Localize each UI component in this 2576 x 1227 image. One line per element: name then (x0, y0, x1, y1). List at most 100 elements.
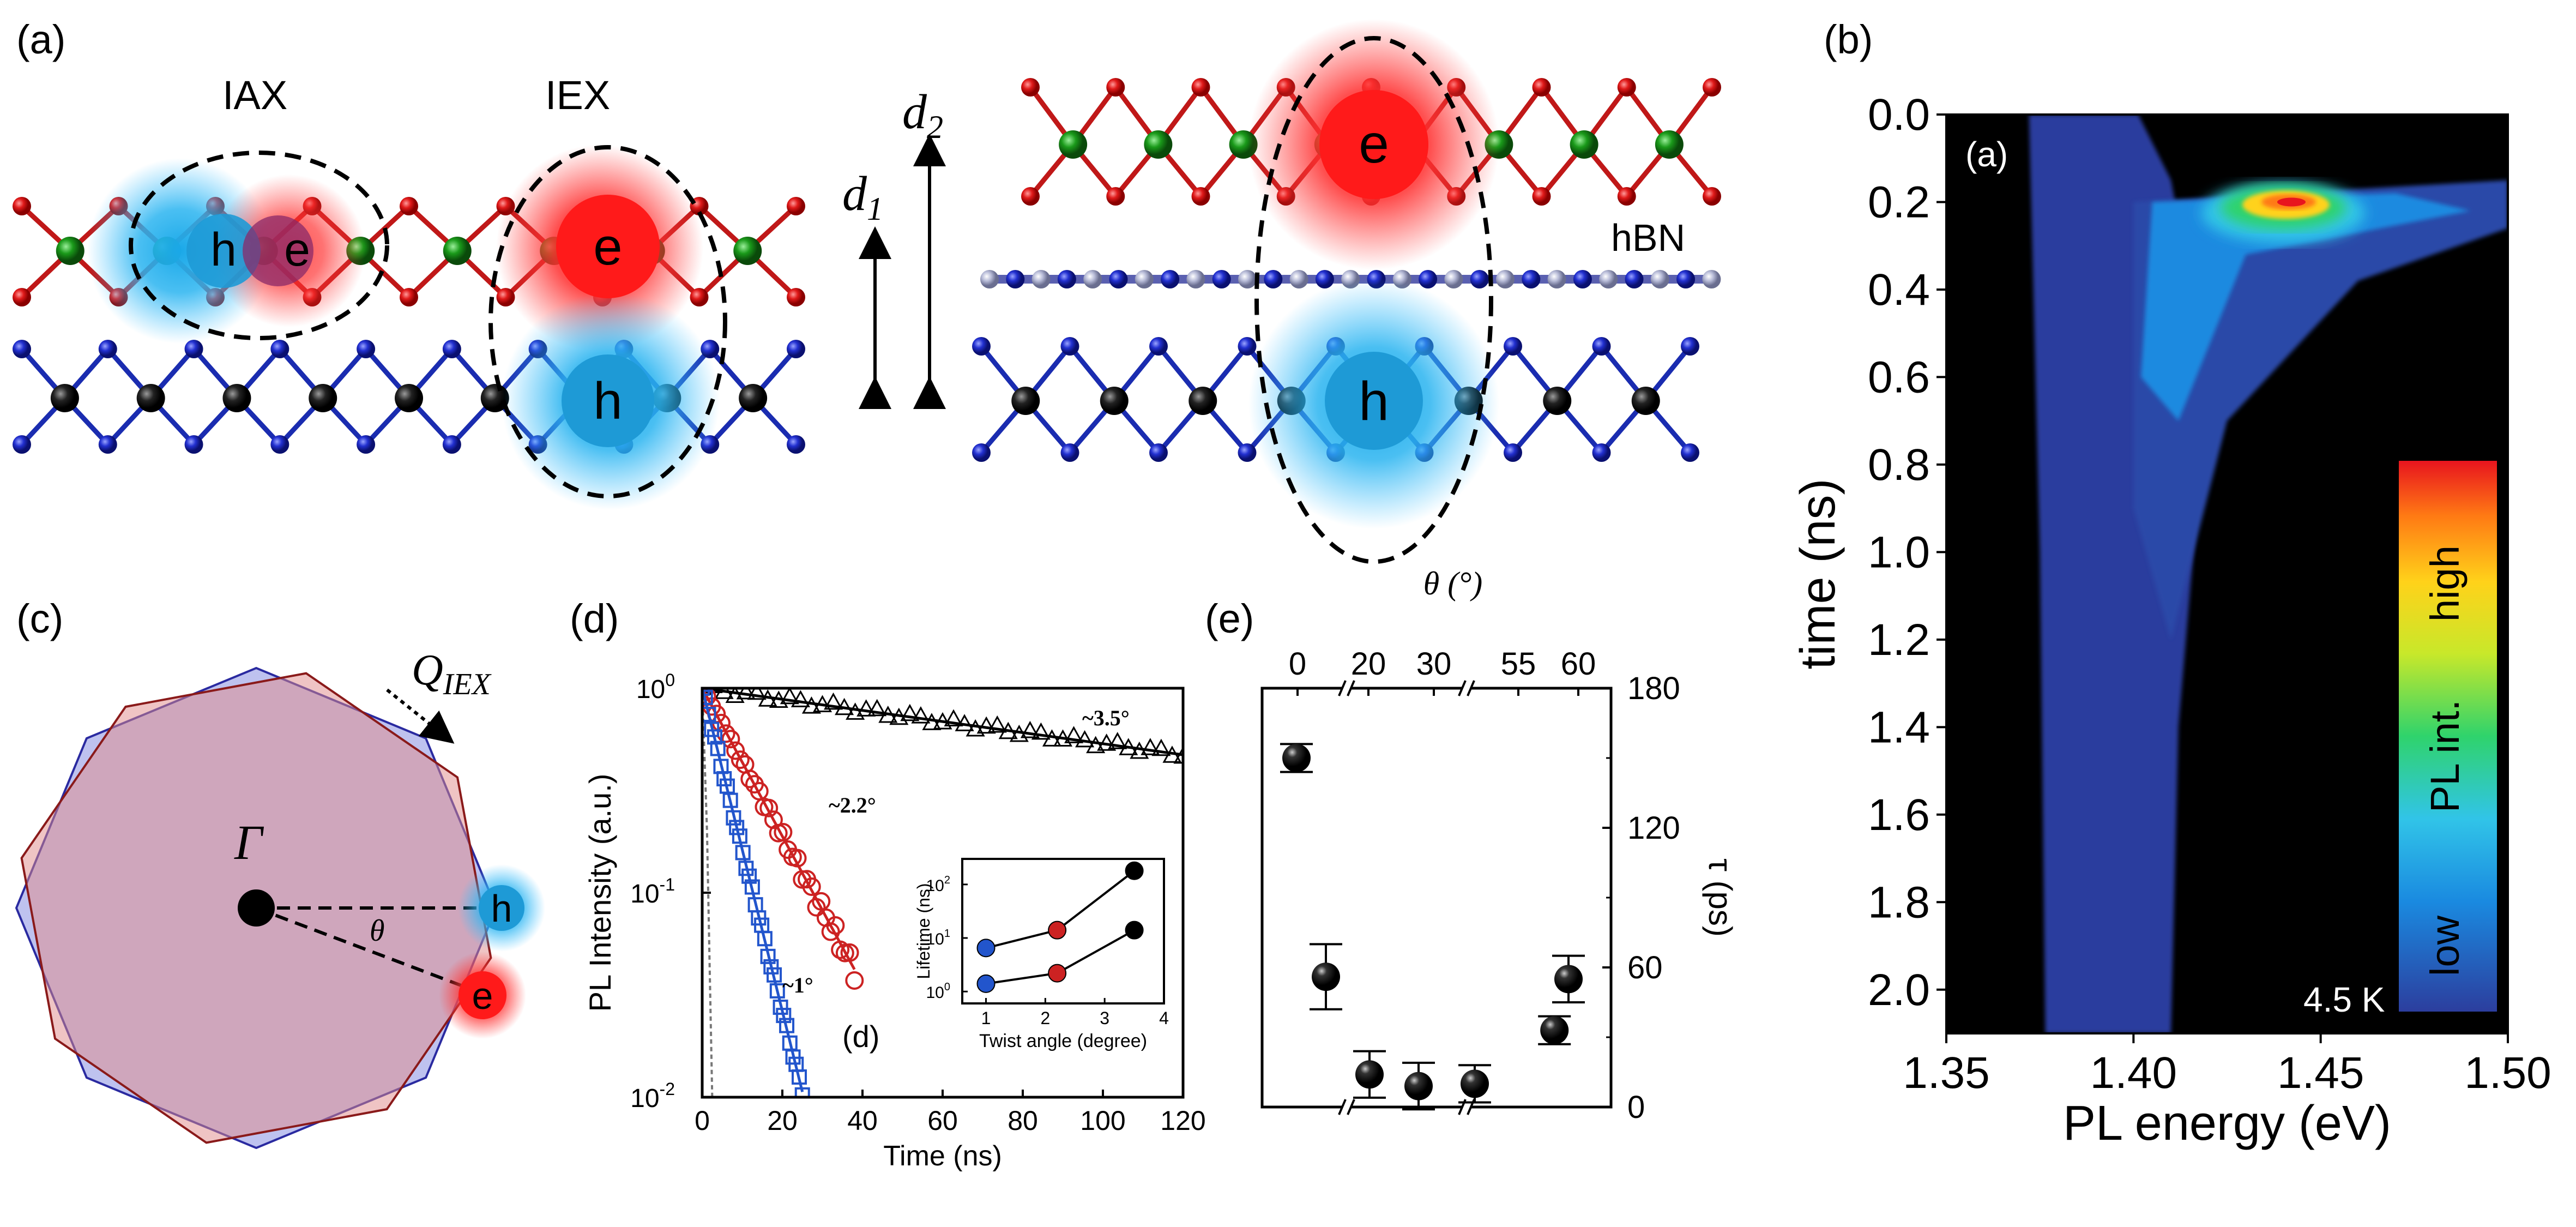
metal-atom (1100, 387, 1129, 415)
x-tick-label: 120 (1160, 1105, 1205, 1136)
chalcogen-atom (1238, 443, 1257, 462)
data-point (740, 769, 759, 789)
inset-point (1125, 861, 1144, 880)
hbn-atom (1212, 270, 1231, 288)
x-tick-label: 0 (695, 1105, 710, 1136)
data-point (764, 810, 783, 829)
chalcogen-atom (357, 435, 376, 454)
data-point (707, 729, 722, 745)
metal-atom (395, 384, 423, 412)
data-point (867, 699, 887, 717)
chalcogen-atom (1106, 78, 1125, 97)
hbn-atom (1057, 270, 1076, 288)
y-tick-label: 0.4 (1868, 265, 1930, 315)
chalcogen-atom (690, 288, 709, 306)
y-tick-label: 1.0 (1868, 527, 1930, 577)
y-tick-label: 0.6 (1868, 352, 1930, 402)
chalcogen-atom (357, 340, 376, 358)
chalcogen-atom (1238, 337, 1257, 356)
chalcogen-atom (1504, 337, 1522, 356)
x-tick-label: 40 (847, 1105, 878, 1136)
axis-break-mark (1338, 1099, 1347, 1115)
chalcogen-atom (1532, 78, 1551, 97)
d1-label: d1 (842, 167, 883, 227)
hole-label: h (491, 887, 512, 930)
data-point (747, 688, 767, 700)
metal-atom (1655, 130, 1684, 159)
chalcogen-atom (1106, 187, 1125, 206)
series-0 (702, 688, 1183, 764)
metal-atom (1011, 387, 1040, 415)
x-tick-label: 1.40 (2090, 1048, 2177, 1098)
data-point (1031, 722, 1051, 740)
hbn-atom (1702, 270, 1721, 288)
y-tick-label: 2.0 (1868, 965, 1930, 1015)
hbn-atom (1161, 270, 1180, 288)
panel-d: (d) ~3.5° ~2.2° ~1° 0 20 40 60 80 100 120 100 10-1 1… (570, 596, 1206, 1172)
y-tick-label: 0.8 (1868, 440, 1930, 490)
data-point (1162, 745, 1182, 763)
inset-point (976, 974, 996, 993)
x-axis-label: Time (ns) (883, 1140, 1002, 1172)
data-point (726, 741, 745, 760)
colorbar-low: low (2422, 915, 2468, 976)
x-axis-label: PL energy (eV) (2063, 1096, 2391, 1151)
inset-x-tick-label: 4 (1159, 1008, 1169, 1028)
data-point (802, 877, 821, 896)
chalcogen-atom (1681, 337, 1699, 356)
chalcogen-atom (1703, 187, 1721, 206)
data-point (878, 705, 898, 723)
x-tick-label: 55 (1501, 646, 1536, 682)
decay-plot (702, 688, 1183, 1097)
marker (1355, 1060, 1384, 1089)
inset-point (1048, 964, 1067, 983)
data-point (792, 1069, 807, 1085)
data-point (780, 688, 799, 705)
hbn-atom (1289, 270, 1308, 288)
data-point (1173, 746, 1183, 764)
data-point (1402, 1061, 1435, 1111)
data-point (767, 967, 782, 983)
inset-y-tick-label: 100 (926, 981, 951, 1002)
data-point (774, 823, 793, 842)
axis-break-mark (1347, 680, 1355, 696)
hbn-atom (1650, 270, 1669, 288)
data-point (812, 892, 831, 911)
data-point (1552, 954, 1585, 1003)
chalcogen-atom (270, 435, 289, 454)
series-label: ~1° (782, 973, 813, 997)
hbn-atom (1522, 270, 1541, 288)
metal-atom (1631, 387, 1660, 415)
metal-atom (1543, 387, 1572, 415)
hbn-atom (1006, 270, 1025, 288)
chalcogen-atom (1703, 78, 1721, 97)
y-tick-label: 10-1 (630, 875, 675, 909)
data-point (763, 959, 779, 975)
chalcogen-atom (787, 288, 805, 306)
hbn-electron-label: e (1359, 113, 1389, 175)
data-point (710, 741, 726, 756)
data-point (856, 699, 876, 717)
colorbar-mid: PL int. (2422, 700, 2468, 813)
data-point (955, 714, 974, 731)
hbn-atom (1135, 270, 1154, 288)
data-point (732, 828, 747, 844)
chalcogen-atom (442, 435, 461, 454)
data-point (760, 948, 776, 964)
inset-point (1048, 921, 1067, 940)
inset-x-tick-label: 1 (981, 1008, 991, 1028)
data-point (726, 810, 741, 826)
data-point (1020, 720, 1040, 738)
data-point (1042, 729, 1062, 747)
chalcogen-atom (13, 288, 31, 306)
panel-d-label: (d) (570, 596, 619, 641)
data-point (976, 716, 996, 734)
marker (1282, 744, 1311, 772)
y-tick-label: 0.2 (1868, 177, 1930, 227)
y-tick-label: 10-2 (630, 1079, 675, 1113)
chalcogen-atom (1617, 187, 1636, 206)
colorbar-high: high (2422, 545, 2468, 622)
data-point (779, 1018, 795, 1033)
decay-chart: ~3.5° ~2.2° ~1° 0 20 40 60 80 100 120 100 10-1 10-2 T… (583, 670, 1206, 1172)
